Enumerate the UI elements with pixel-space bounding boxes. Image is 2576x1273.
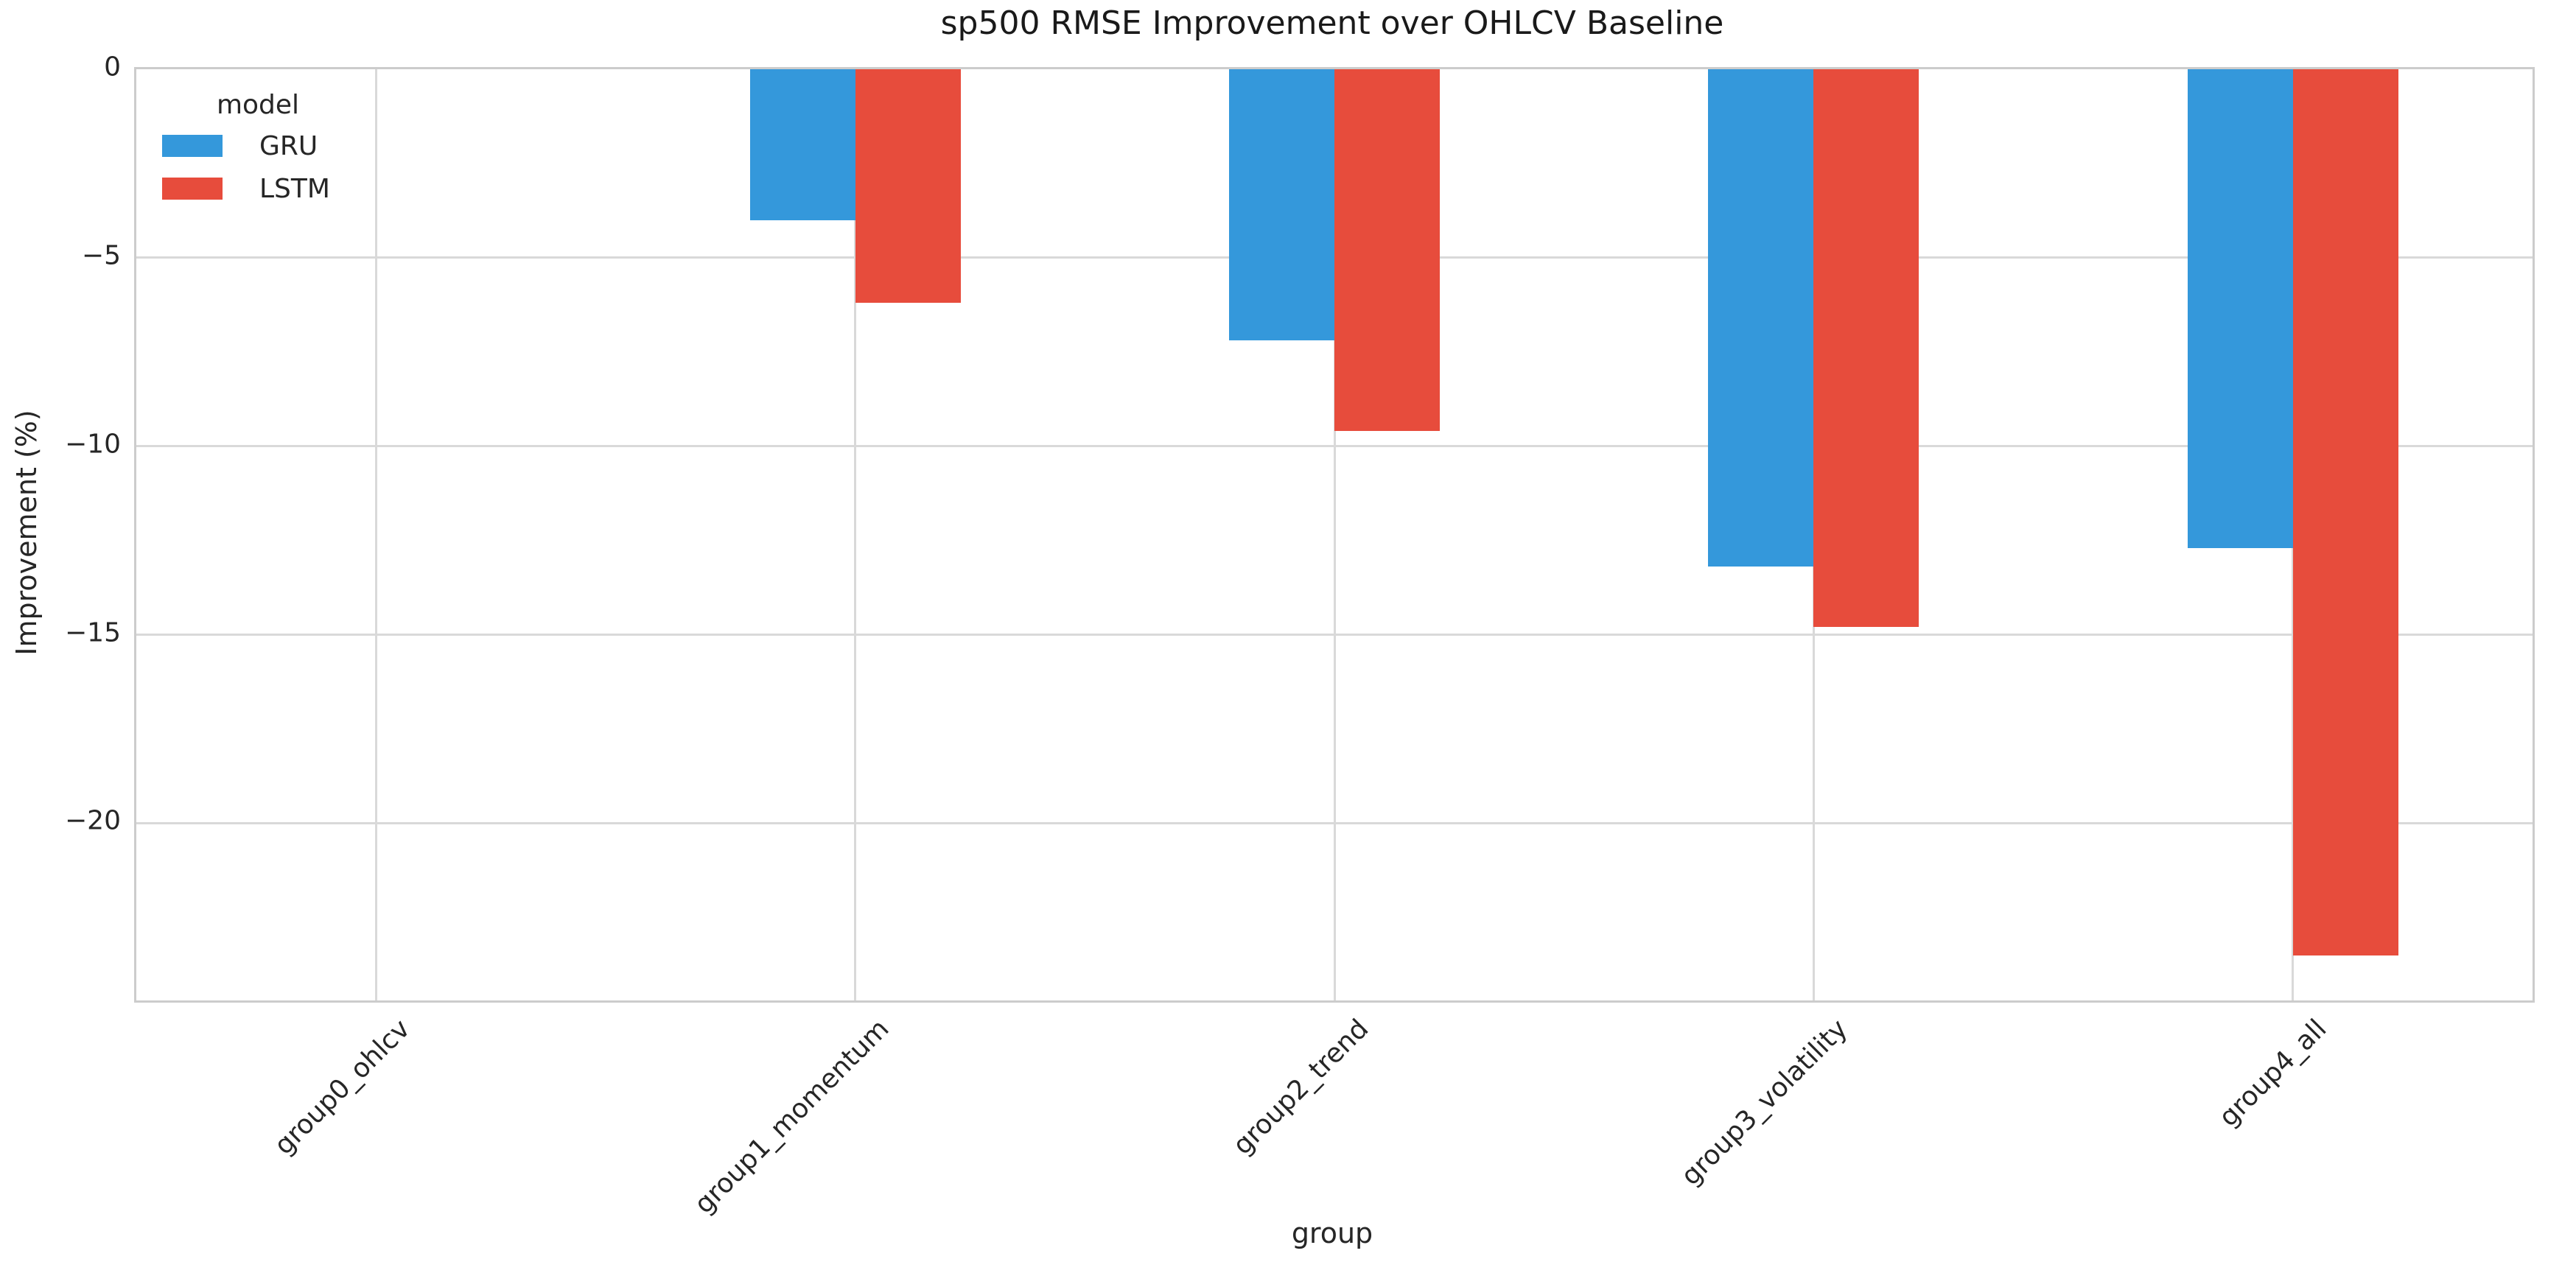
x-tick-label: group4_all [2213,1014,2333,1133]
plot-area: model GRU LSTM [134,67,2535,1003]
chart-title: sp500 RMSE Improvement over OHLCV Baseli… [940,4,1724,42]
legend-swatch-gru [162,135,223,157]
y-tick-label: −10 [65,429,121,460]
bar-gru-group3_volatility [1708,69,1814,567]
legend-entry-gru: GRU [162,131,354,161]
bar-lstm-group3_volatility [1813,69,1919,628]
legend-label: LSTM [259,173,330,204]
bar-gru-group1_momentum [749,69,855,220]
bar-lstm-group2_trend [1334,69,1440,432]
legend-entry-lstm: LSTM [162,174,354,204]
y-tick-label: −5 [81,240,121,271]
y-tick-label: −15 [65,617,121,648]
legend: model GRU LSTM [162,90,354,220]
legend-title: model [216,90,300,120]
y-tick-label: 0 [104,52,121,83]
bar-lstm-group4_all [2292,69,2398,955]
legend-label: GRU [259,130,318,161]
x-tick-label: group1_momentum [688,1014,895,1220]
y-tick-label: −20 [65,805,121,836]
bar-gru-group2_trend [1229,69,1334,341]
legend-swatch-lstm [162,178,223,200]
x-tick-label: group3_volatility [1675,1014,1854,1192]
bar-lstm-group1_momentum [855,69,961,304]
x-gridline [854,69,857,1000]
x-axis-label: group [1291,1217,1373,1249]
x-tick-label: group2_trend [1227,1014,1374,1161]
x-gridline [1333,69,1336,1000]
x-gridline [374,69,377,1000]
bar-gru-group4_all [2187,69,2293,548]
x-tick-label: group0_ohlcv [268,1014,416,1161]
